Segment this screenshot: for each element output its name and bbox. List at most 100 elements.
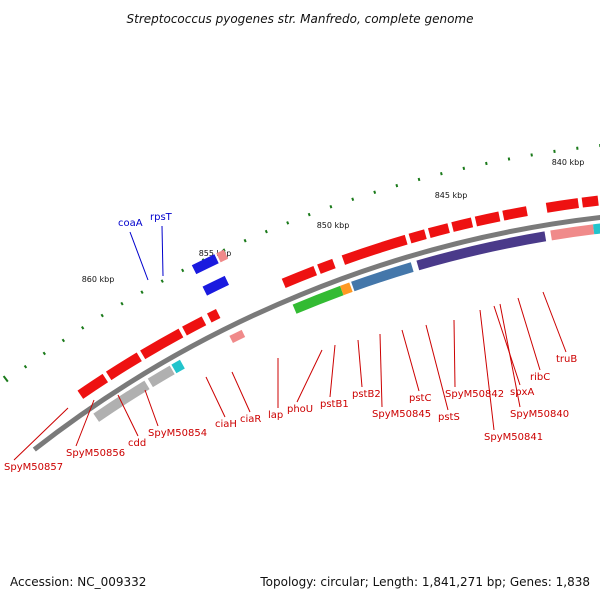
gene-label: ciaH <box>215 419 237 430</box>
gene-label: SpyM50857 <box>4 462 63 473</box>
scale-tick <box>61 338 66 343</box>
gene-feature <box>474 211 501 227</box>
gene-label: SpyM50854 <box>148 428 207 439</box>
gene-label: pstB2 <box>352 389 381 400</box>
scale-tick <box>120 301 124 306</box>
gene-feature <box>229 329 246 344</box>
gene-feature <box>550 224 595 241</box>
kbp-label: 860 kbp <box>82 275 115 284</box>
gene-feature <box>502 206 528 221</box>
leader-line <box>329 344 336 398</box>
scale-tick <box>81 325 85 330</box>
kbp-label: 845 kbp <box>435 191 468 200</box>
scale-tick <box>140 290 144 295</box>
leader-line <box>425 324 449 411</box>
leader-line <box>231 371 251 413</box>
gene-label: rpsT <box>150 212 173 223</box>
gene-label: truB <box>556 354 577 365</box>
scale-tick <box>485 161 488 166</box>
scale-tick <box>42 351 46 356</box>
gene-label: SpyM50856 <box>66 448 125 459</box>
gene-feature <box>427 223 450 238</box>
gene-feature <box>207 309 221 323</box>
leader-line <box>161 225 164 277</box>
gene-feature <box>191 254 219 275</box>
gene-feature <box>202 275 230 296</box>
gene-feature <box>292 285 344 314</box>
gene-label: cdd <box>128 438 146 449</box>
kbp-tick-marks <box>2 144 600 383</box>
gene-feature <box>408 229 427 244</box>
scale-tick <box>2 375 9 383</box>
gene-labels: truB ribC SpyM50840 spxA SpyM50841 SpyM50842 p… <box>4 212 577 473</box>
gene-feature <box>593 223 600 235</box>
scale-tick <box>507 157 511 161</box>
scale-tick <box>307 212 311 217</box>
gene-label: spxA <box>510 387 534 398</box>
gene-feature <box>317 258 336 274</box>
gene-feature <box>105 352 142 381</box>
leader-line <box>117 394 139 437</box>
gene-feature <box>77 373 109 399</box>
scale-tick <box>243 238 247 243</box>
leader-line <box>493 305 521 386</box>
leader-line <box>205 376 226 418</box>
kbp-label: 850 kbp <box>317 221 350 230</box>
gene-feature <box>281 265 318 289</box>
gene-label: pstC <box>409 393 431 404</box>
gene-label: ribC <box>530 372 550 383</box>
gene-feature <box>451 217 474 232</box>
leader-line <box>517 297 541 371</box>
leader-line <box>542 291 567 353</box>
leader-line <box>129 231 149 281</box>
label-leader-lines <box>13 225 567 461</box>
gene-label: lap <box>268 410 283 421</box>
scale-tick <box>351 197 355 202</box>
gene-label: SpyM50845 <box>372 409 431 420</box>
gene-feature <box>171 359 185 374</box>
scale-tick <box>417 177 421 182</box>
kbp-label: 855 kbp <box>199 249 232 258</box>
gene-feature <box>340 282 353 296</box>
map-title: Streptococcus pyogenes str. Manfredo, co… <box>127 12 474 26</box>
scale-tick <box>286 221 290 225</box>
gene-features <box>77 195 600 422</box>
scale-tick <box>329 204 333 209</box>
scale-tick <box>100 313 104 318</box>
gene-feature <box>581 195 599 208</box>
gene-label: SpyM50840 <box>510 409 569 420</box>
leader-line <box>453 319 456 388</box>
scale-tick <box>395 183 399 188</box>
gene-label: coaA <box>118 218 143 229</box>
leader-line <box>479 309 495 431</box>
backbone-arc <box>32 215 600 452</box>
leader-line <box>144 389 159 427</box>
kbp-scale-labels: 840 kbp 845 kbp 850 kbp 855 kbp 860 kbp <box>82 158 585 284</box>
gene-feature <box>545 198 579 213</box>
scale-tick <box>373 190 377 194</box>
leader-line <box>296 349 323 403</box>
gene-label: ciaR <box>240 414 261 425</box>
scale-tick <box>160 279 164 283</box>
gene-label: pstB1 <box>320 399 349 410</box>
genome-backbone <box>32 215 600 452</box>
leader-line <box>13 407 69 461</box>
leader-line <box>75 399 95 447</box>
gene-feature <box>341 234 408 265</box>
gene-feature <box>182 316 207 336</box>
gene-label: pstS <box>438 412 460 423</box>
kbp-label: 840 kbp <box>552 158 585 167</box>
leader-line <box>379 333 383 408</box>
gene-label: SpyM50841 <box>484 432 543 443</box>
gene-label: phoU <box>287 404 313 415</box>
gene-feature <box>416 231 547 271</box>
scale-tick <box>23 364 28 369</box>
gene-feature <box>140 328 184 360</box>
scale-tick <box>264 229 268 234</box>
leader-line <box>401 329 420 392</box>
scale-tick <box>462 166 466 171</box>
gene-feature <box>147 365 175 388</box>
gene-feature <box>216 249 229 263</box>
accession-text: Accession: NC_009332 <box>10 575 146 589</box>
